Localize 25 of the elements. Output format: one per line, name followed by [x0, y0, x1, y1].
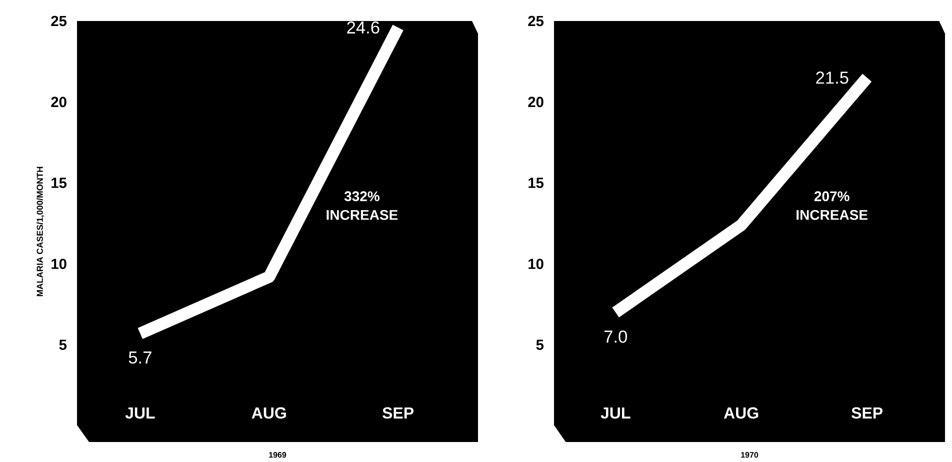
y-tick-label: 10 — [528, 258, 544, 270]
data-label: 21.5 — [816, 71, 848, 84]
x-tick-label: AUG — [252, 407, 286, 419]
y-tick-label: 20 — [51, 96, 66, 108]
y-tick-label: 15 — [528, 178, 544, 188]
y-tick-label: 20 — [528, 96, 544, 108]
data-label: 7.0 — [604, 330, 627, 343]
y-tick-label: 15 — [52, 178, 67, 188]
y-tick-label: 5 — [536, 340, 544, 350]
x-tick-label: JUL — [600, 407, 630, 419]
x-tick-label: AUG — [724, 407, 758, 419]
annotation: 207% INCREASE — [796, 191, 868, 220]
x-tick-label: SEP — [382, 407, 414, 419]
y-tick-label: 10 — [52, 258, 66, 270]
y-tick-label: 5 — [59, 340, 67, 350]
x-axis-title: 1969 — [269, 452, 286, 458]
y-tick-label: 25 — [51, 16, 67, 26]
x-tick-label: JUL — [125, 407, 155, 419]
annotation: 332% INCREASE — [326, 191, 398, 220]
y-axis-title: MALARIA CASES/1,000/MONTH — [36, 166, 44, 296]
data-label: 5.7 — [128, 351, 152, 364]
y-tick-label: 25 — [528, 16, 544, 26]
x-tick-label: SEP — [852, 407, 883, 419]
data-label: 24.6 — [347, 21, 380, 34]
x-axis-title: 1970 — [741, 452, 758, 458]
